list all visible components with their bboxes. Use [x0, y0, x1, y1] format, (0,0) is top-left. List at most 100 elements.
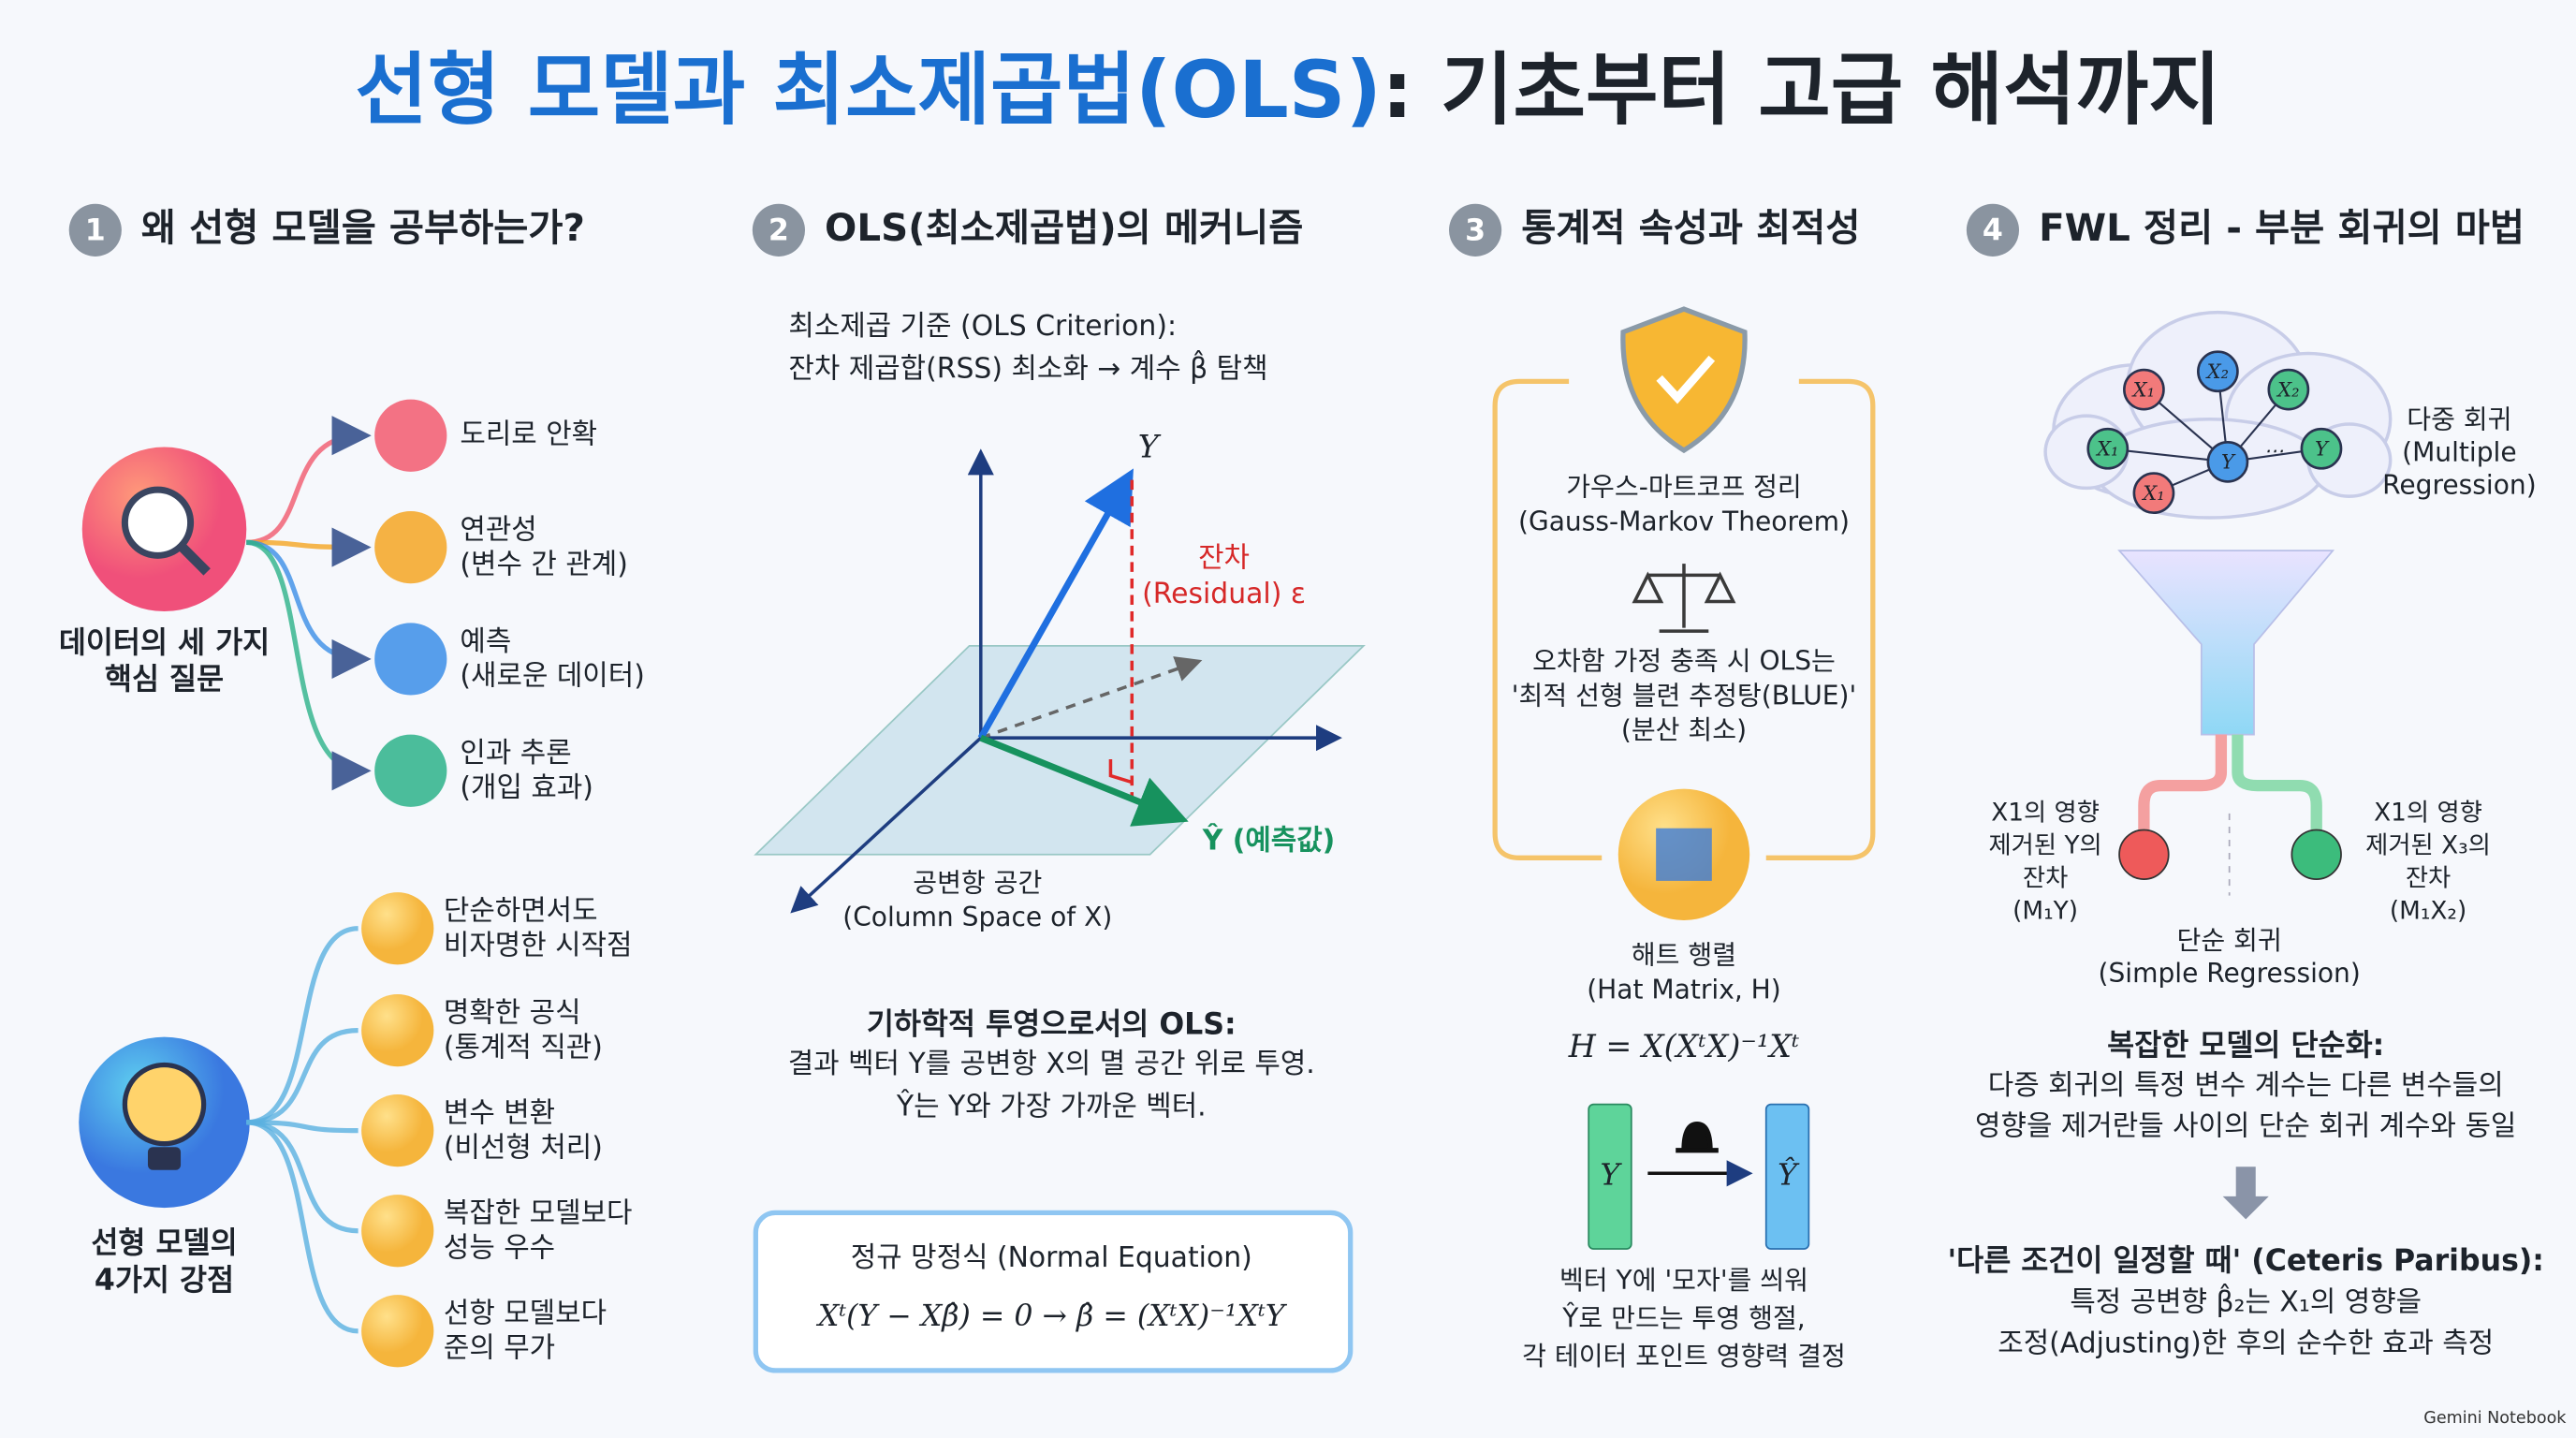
question-icon	[374, 623, 447, 696]
strength-icon	[361, 1195, 434, 1268]
funnel	[2117, 550, 2335, 736]
section-badge	[1449, 203, 1502, 257]
hat-text: Ŷ로 만드는 투영 행절,	[1561, 1301, 1806, 1333]
strength-text: 비자명한 시작점	[444, 930, 633, 962]
criterion-text: 잔차 제곱합(RSS) 최소화 → 계수 β̂ 탐책	[788, 349, 1267, 385]
multiple-label: (Multiple	[2402, 437, 2517, 468]
hat-formula: H = X(XᵗX)⁻¹Xᵗ	[1568, 1028, 1799, 1064]
question-icon	[374, 734, 447, 807]
section-badge	[1966, 203, 2020, 257]
strength-text: (통계적 직관)	[444, 1031, 603, 1064]
ceteris-heading: '다른 조건이 일정할 때' (Ceteris Paribus):	[1947, 1244, 2543, 1278]
multiple-label: 다중 회귀	[2407, 404, 2511, 434]
question-text: 예측	[460, 625, 511, 658]
space-label: 공변항 공간	[913, 867, 1042, 898]
check-icon	[1656, 355, 1716, 404]
section-heading: 왜 선형 모델을 공부하는가?	[141, 206, 585, 250]
title-part2: : 기초부터 고급 해석까지	[1382, 44, 2221, 136]
branch	[246, 926, 359, 1125]
strength-text: 성능 우수	[444, 1232, 555, 1265]
branch	[246, 1027, 359, 1125]
node-label: Y	[2221, 450, 2236, 474]
strength-text: 단순하면서도	[444, 895, 598, 928]
down-arrow	[2222, 1167, 2269, 1220]
guide	[980, 656, 1203, 740]
node-label: Y	[2315, 437, 2330, 461]
simplify-heading: 복잡한 모델의 단순화:	[2107, 1029, 2384, 1063]
criterion-text: 최소제곱 기준 (OLS Criterion):	[788, 310, 1177, 343]
residual-node	[2291, 829, 2342, 880]
node-label: X₂	[2276, 377, 2299, 401]
hub-label: 4가지 강점	[95, 1264, 234, 1298]
residual-text: (M₁Y)	[2012, 898, 2078, 926]
cloud-node	[2086, 427, 2130, 470]
question-text: 연관성	[460, 514, 536, 547]
section-number: 4	[1983, 214, 2003, 248]
residual-text: X1의 영향	[1991, 799, 2100, 827]
node-label: X₁	[2141, 481, 2164, 505]
hat-text: 각 테이터 포인트 영향력 결정	[1522, 1341, 1846, 1372]
strength-text: 변수 변환	[444, 1097, 555, 1130]
vector-label: Ŷ	[1778, 1156, 1800, 1192]
node-label: X₁	[2095, 437, 2118, 461]
strength-icon	[361, 892, 434, 965]
question-icon	[374, 399, 447, 472]
section-number: 3	[1465, 214, 1486, 248]
column-space-plane	[754, 645, 1366, 856]
blue-text: 오차함 가정 충족 시 OLS는	[1532, 645, 1836, 676]
residual-label: 잔차	[1198, 541, 1250, 574]
pipe-right	[2232, 734, 2322, 830]
simple-label: (Simple Regression)	[2099, 958, 2361, 989]
page-title: 선형 모델과 최소제곱법(OLS): 기초부터 고급 해석까지	[355, 44, 2220, 136]
residual-text: (M₁X₂)	[2390, 898, 2466, 926]
blue-text: '최적 선형 블련 추정탕(BLUE)'	[1512, 680, 1856, 711]
branch	[246, 1120, 359, 1334]
hat-text: 벡터 Y에 '모자'를 씌워	[1559, 1265, 1808, 1296]
hat-matrix-text: (Hat Matrix, H)	[1587, 974, 1781, 1005]
section-heading: 통계적 속성과 최적성	[1521, 206, 1860, 250]
section-number: 2	[768, 214, 789, 248]
strength-text: 명확한 공식	[444, 997, 581, 1030]
residual-text: 잔차	[2023, 865, 2068, 893]
section-heading: FWL 정리 - 부분 회귀의 마법	[2039, 206, 2525, 250]
residual-node	[2118, 829, 2170, 880]
hat-glyph	[1676, 1121, 1719, 1153]
cloud-node	[2300, 427, 2343, 470]
branch	[246, 539, 372, 791]
question-text: 인과 추론	[460, 737, 571, 770]
cloud-node	[2267, 368, 2310, 411]
projection-heading: 기하학적 투영으로서의 OLS:	[867, 1007, 1237, 1041]
hat-matrix-text: 해트 행렬	[1632, 940, 1736, 971]
strength-icon	[361, 1094, 434, 1167]
simplify-text: 다증 회귀의 특정 변수 계수는 다른 변수들의	[1988, 1069, 2504, 1102]
strength-icon	[361, 1295, 434, 1368]
node-label: X₁	[2131, 377, 2155, 401]
equation: Xᵗ(Y − Xβ̂) = 0 → β̂ = (XᵗX)⁻¹XᵗY	[815, 1299, 1288, 1333]
cloud-node	[2206, 440, 2249, 483]
hub-label: 핵심 질문	[105, 663, 224, 697]
hub-label: 선형 모델의	[91, 1226, 237, 1260]
branch	[246, 1120, 359, 1134]
equation-title: 정규 망정식 (Normal Equation)	[851, 1241, 1252, 1274]
branch	[246, 527, 372, 567]
residual-text: 제거된 Y의	[1988, 832, 2101, 860]
multiple-label: Regression)	[2382, 470, 2537, 501]
y-vector	[977, 468, 1134, 740]
strength-text: 준의 무가	[444, 1332, 555, 1365]
space-label: (Column Space of X)	[842, 902, 1112, 932]
projection-text: 결과 벡터 Y를 공변항 X의 멸 공간 위로 투영.	[788, 1048, 1315, 1080]
blue-text: (분산 최소)	[1621, 714, 1747, 745]
frame	[1492, 378, 1876, 860]
vector-yhat	[1764, 1103, 1810, 1250]
shield-icon	[1620, 306, 1748, 454]
vector-y	[1588, 1103, 1632, 1250]
node-label: X₂	[2205, 360, 2229, 383]
node-label: ⋯	[2264, 438, 2284, 462]
strength-icon	[361, 993, 434, 1067]
bulb-glyph	[122, 1062, 207, 1147]
question-icon	[374, 510, 447, 584]
y-label: Y	[1138, 428, 1162, 464]
section-number: 1	[85, 214, 106, 248]
